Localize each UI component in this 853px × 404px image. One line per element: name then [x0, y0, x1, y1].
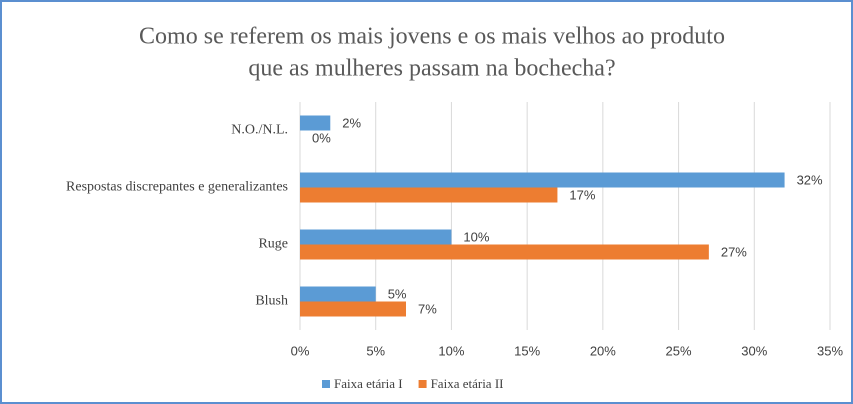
legend-label: Faixa etária I [334, 376, 403, 391]
x-tick-label: 30% [741, 343, 767, 358]
data-label: 32% [797, 172, 823, 187]
legend-swatch [418, 380, 427, 388]
bar [300, 301, 406, 317]
chart-title: Como se referem os mais jovens e os mais… [139, 24, 725, 50]
bar [300, 172, 785, 188]
x-tick-label: 0% [291, 343, 310, 358]
bar [300, 286, 376, 302]
data-label: 17% [569, 187, 595, 202]
data-label: 10% [463, 229, 489, 244]
y-tick-label: Blush [255, 294, 288, 309]
data-label: 2% [342, 115, 361, 130]
x-tick-label: 20% [590, 343, 616, 358]
x-tick-label: 10% [438, 343, 464, 358]
y-tick-label: Respostas discrepantes e generalizantes [66, 180, 288, 195]
chart-title: que as mulheres passam na bochecha? [248, 56, 615, 82]
bar [300, 115, 331, 131]
y-tick-label: Ruge [258, 237, 288, 252]
legend-swatch [322, 380, 330, 388]
x-tick-label: 5% [366, 343, 385, 358]
bar [300, 229, 452, 245]
x-tick-label: 15% [514, 343, 540, 358]
data-label: 7% [418, 301, 437, 316]
data-label: 5% [388, 286, 407, 301]
x-tick-label: 25% [666, 343, 692, 358]
bar [300, 244, 709, 260]
data-label: 0% [312, 130, 331, 145]
bar [300, 187, 558, 203]
y-tick-label: N.O./N.L. [231, 123, 288, 138]
legend-label: Faixa etária II [431, 376, 504, 391]
x-tick-label: 35% [817, 343, 843, 358]
data-label: 27% [721, 244, 747, 259]
